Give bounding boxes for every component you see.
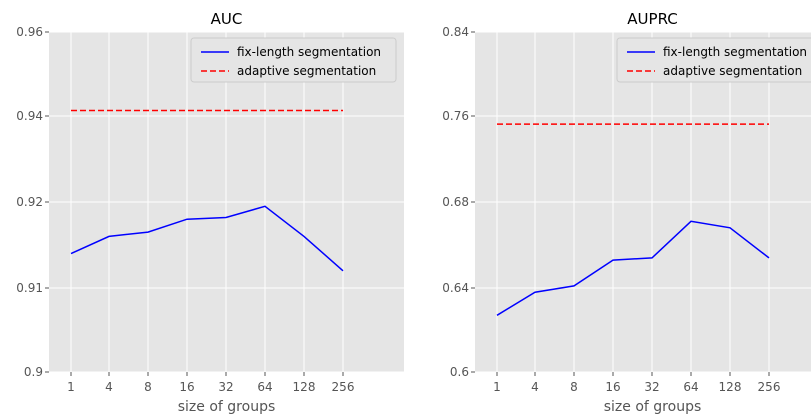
legend: fix-length segmentation adaptive segmenta… (616, 37, 811, 83)
x-tick-label: 16 (605, 380, 620, 394)
y-tick-label: 0.76 (442, 109, 469, 123)
y-tick-label: 0.9 (24, 365, 43, 379)
x-tick-label: 32 (218, 380, 233, 394)
y-tick-label: 0.92 (16, 195, 43, 209)
x-tick-label: 8 (570, 380, 578, 394)
chart-title: AUC (211, 10, 243, 28)
y-tick-label: 0.6 (450, 365, 469, 379)
legend-box (190, 37, 397, 83)
y-tick-label: 0.84 (442, 25, 469, 39)
y-tick-label: 0.64 (442, 281, 469, 295)
chart-title: AUPRC (627, 10, 677, 28)
series-line-fix-length-segmentation (496, 220, 770, 316)
x-axis-label: size of groups (178, 399, 276, 415)
x-tick-label: 128 (293, 380, 316, 394)
x-tick-label: 256 (332, 380, 355, 394)
legend-label: fix-length segmentation (663, 45, 807, 59)
legend-label: adaptive segmentation (663, 64, 802, 78)
x-tick-label: 16 (179, 380, 194, 394)
chart-panel-2: 0.84 0.76 0.68 0.64 0.6 1 4 8 16 32 64 128 256 AUPRC s… (442, 10, 811, 415)
x-tick-label: 4 (531, 380, 539, 394)
x-tick-label: 128 (719, 380, 742, 394)
legend-box (616, 37, 811, 83)
series-line-fix-length-segmentation (70, 205, 344, 272)
y-tick-label: 0.94 (16, 109, 43, 123)
x-tick-label: 32 (644, 380, 659, 394)
x-tick-label: 1 (493, 380, 501, 394)
y-tick-label: 0.91 (16, 281, 43, 295)
x-tick-label: 64 (257, 380, 272, 394)
x-axis-label: size of groups (604, 399, 702, 415)
y-tick-label: 0.96 (16, 25, 43, 39)
x-tick-label: 256 (758, 380, 781, 394)
x-tick-label: 1 (67, 380, 75, 394)
legend-label: fix-length segmentation (237, 45, 381, 59)
y-tick-label: 0.68 (442, 195, 469, 209)
legend: fix-length segmentation adaptive segmenta… (190, 37, 397, 83)
legend-label: adaptive segmentation (237, 64, 376, 78)
x-tick-label: 4 (105, 380, 113, 394)
x-tick-label: 8 (144, 380, 152, 394)
x-tick-label: 64 (683, 380, 698, 394)
chart-panel-1: 0.960.940.920.910.91 4 8 16 32 64 128 256AUCsiz… (16, 10, 404, 415)
